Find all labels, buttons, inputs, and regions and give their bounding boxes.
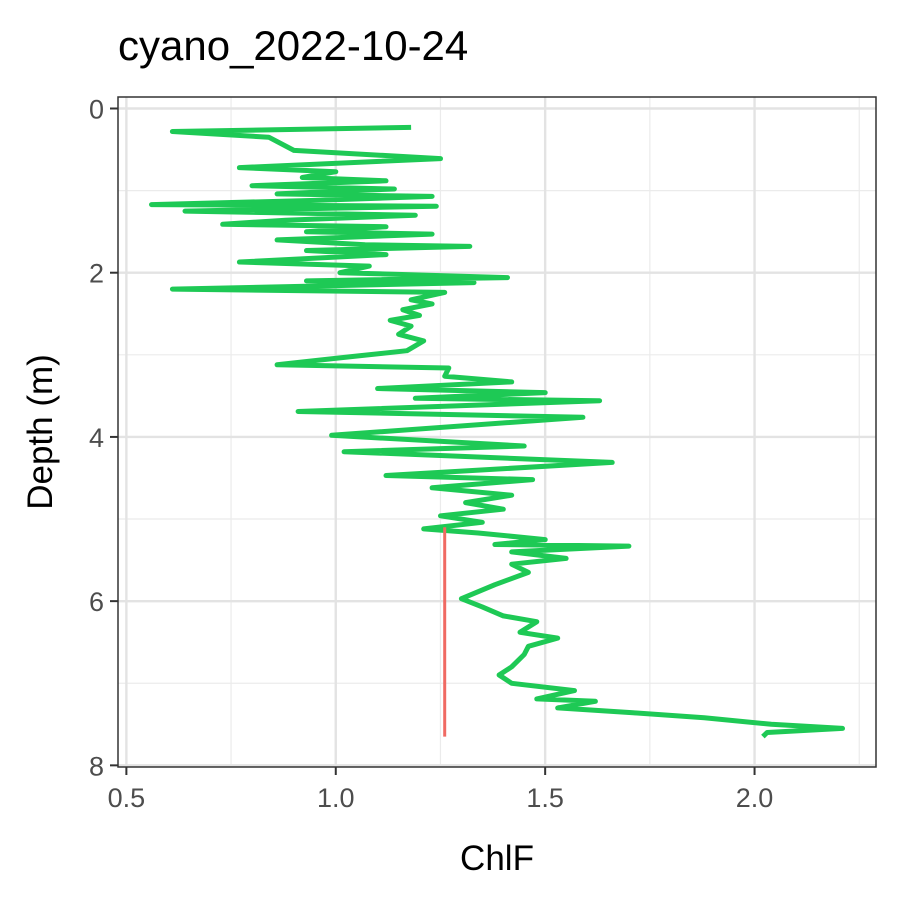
y-axis: 0 2 4 6 8 [89, 94, 118, 781]
y-tick-label: 8 [89, 751, 104, 781]
y-tick-label: 2 [89, 259, 104, 289]
x-axis: 0.5 1.0 1.5 2.0 [108, 767, 774, 813]
plot-border [117, 96, 877, 768]
x-tick-label: 1.0 [317, 783, 355, 813]
x-tick-label: 2.0 [736, 783, 774, 813]
x-tick-label: 1.5 [526, 783, 564, 813]
x-tick-label: 0.5 [108, 783, 146, 813]
y-tick-label: 6 [89, 587, 104, 617]
x-axis-title: ChlF [460, 839, 534, 878]
y-axis-title: Depth (m) [21, 354, 60, 510]
y-tick-label: 4 [89, 423, 104, 453]
chart-title: cyano_2022-10-24 [118, 22, 469, 69]
chlf-profile-line [149, 124, 845, 739]
plot-panel [118, 97, 876, 767]
major-grid [118, 97, 876, 767]
series-layer [149, 124, 845, 739]
y-tick-label: 0 [89, 94, 104, 124]
